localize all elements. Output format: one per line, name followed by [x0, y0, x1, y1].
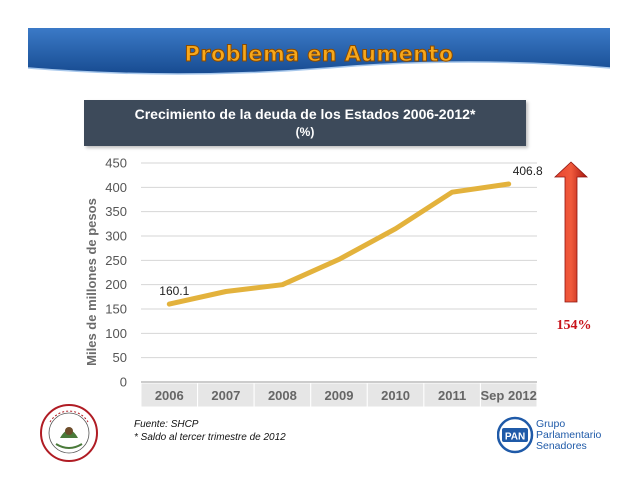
x-tick-label: Sep 2012: [481, 388, 537, 403]
source-notes: Fuente: SHCP * Saldo al tercer trimestre…: [134, 418, 286, 444]
x-category-cell: [423, 382, 481, 408]
slide-title: Problema en Aumento: [184, 42, 454, 67]
y-tick-label: 50: [113, 350, 127, 365]
x-tick-label: 2008: [268, 388, 297, 403]
data-label: 160.1: [159, 284, 189, 298]
y-tick-label: 200: [105, 277, 127, 292]
y-tick-label: 250: [105, 253, 127, 268]
y-axis-label: Miles de millones de pesos: [84, 198, 99, 366]
y-tick-label: 150: [105, 302, 127, 317]
pan-line-3: Senadores: [536, 440, 587, 452]
x-category-cell: [366, 382, 425, 408]
growth-percentage: 154%: [557, 318, 592, 333]
chart-title-box: Crecimiento de la deuda de los Estados 2…: [84, 100, 526, 146]
pan-abbr: PAN: [505, 432, 525, 443]
x-tick-label: 2011: [438, 388, 466, 403]
y-tick-label: 100: [105, 326, 127, 341]
x-tick-label: 2007: [211, 388, 240, 403]
x-category-cell: [479, 382, 538, 408]
y-tick-label: 0: [120, 375, 127, 390]
x-tick-label: 2010: [381, 388, 410, 403]
x-category-cell: [310, 382, 368, 408]
title-banner: [28, 28, 610, 75]
x-tick-label: 2006: [155, 388, 184, 403]
series-line: [166, 181, 512, 307]
pan-line-1: Grupo: [536, 418, 566, 430]
x-category-cell: [140, 382, 199, 408]
x-tick-label: 2009: [325, 388, 354, 403]
chart-subtitle: (%): [295, 125, 315, 139]
growth-arrow-icon: [553, 161, 589, 303]
pan-logo-icon: PAN: [497, 416, 534, 454]
pan-group-text: Grupo Parlamentario Senadores: [536, 419, 601, 452]
chart-title: Crecimiento de la deuda de los Estados 2…: [134, 106, 476, 122]
x-category-cell: [197, 382, 255, 408]
footnote-text: * Saldo al tercer trimestre de 2012: [134, 432, 286, 443]
senate-seal-icon: [40, 404, 98, 462]
source-text: Fuente: SHCP: [134, 419, 199, 430]
y-tick-label: 450: [105, 156, 127, 171]
data-label: 406.8: [513, 164, 543, 178]
x-category-cell: [253, 382, 312, 408]
y-tick-label: 300: [105, 229, 127, 244]
pan-line-2: Parlamentario: [536, 429, 602, 441]
y-tick-label: 350: [105, 204, 127, 219]
y-tick-label: 400: [105, 180, 127, 195]
